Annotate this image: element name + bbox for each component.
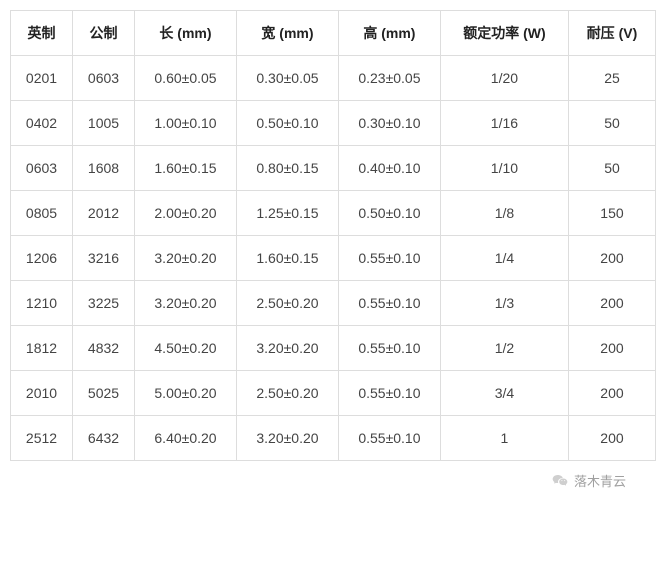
table-cell: 150 [568,191,655,236]
table-cell: 0.55±0.10 [338,416,440,461]
table-cell: 1/16 [440,101,568,146]
wechat-icon [552,473,568,489]
col-header-width: 宽 (mm) [236,11,338,56]
table-cell: 0.30±0.10 [338,101,440,146]
table-row: 181248324.50±0.203.20±0.200.55±0.101/220… [11,326,656,371]
table-cell: 2.50±0.20 [236,371,338,416]
table-row: 201050255.00±0.202.50±0.200.55±0.103/420… [11,371,656,416]
table-cell: 1/8 [440,191,568,236]
table-cell: 0.55±0.10 [338,326,440,371]
table-cell: 1210 [11,281,73,326]
table-cell: 1812 [11,326,73,371]
table-head: 英制 公制 长 (mm) 宽 (mm) 高 (mm) 额定功率 (W) 耐压 (… [11,11,656,56]
table-cell: 0.55±0.10 [338,281,440,326]
header-row: 英制 公制 长 (mm) 宽 (mm) 高 (mm) 额定功率 (W) 耐压 (… [11,11,656,56]
table-cell: 5025 [73,371,135,416]
table-cell: 0402 [11,101,73,146]
footer: 落木青云 [10,471,656,490]
table-row: 020106030.60±0.050.30±0.050.23±0.051/202… [11,56,656,101]
table-cell: 0.23±0.05 [338,56,440,101]
table-cell: 1/10 [440,146,568,191]
table-cell: 2.50±0.20 [236,281,338,326]
table-cell: 200 [568,281,655,326]
table-cell: 200 [568,371,655,416]
table-cell: 1.60±0.15 [236,236,338,281]
table-cell: 0.55±0.10 [338,371,440,416]
table-cell: 4832 [73,326,135,371]
table-cell: 1206 [11,236,73,281]
table-cell: 1/4 [440,236,568,281]
col-header-length: 长 (mm) [135,11,237,56]
table-row: 120632163.20±0.201.60±0.150.55±0.101/420… [11,236,656,281]
table-cell: 200 [568,416,655,461]
table-row: 251264326.40±0.203.20±0.200.55±0.101200 [11,416,656,461]
table-cell: 3216 [73,236,135,281]
table-cell: 4.50±0.20 [135,326,237,371]
table-row: 060316081.60±0.150.80±0.150.40±0.101/105… [11,146,656,191]
table-cell: 2010 [11,371,73,416]
table-cell: 1.00±0.10 [135,101,237,146]
table-cell: 1608 [73,146,135,191]
footer-text: 落木青云 [574,471,626,490]
table-container: 英制 公制 长 (mm) 宽 (mm) 高 (mm) 额定功率 (W) 耐压 (… [10,10,656,461]
table-cell: 0.80±0.15 [236,146,338,191]
table-cell: 1.25±0.15 [236,191,338,236]
table-cell: 6.40±0.20 [135,416,237,461]
table-cell: 3225 [73,281,135,326]
table-cell: 3.20±0.20 [236,416,338,461]
table-cell: 3.20±0.20 [135,281,237,326]
table-cell: 2512 [11,416,73,461]
table-row: 121032253.20±0.202.50±0.200.55±0.101/320… [11,281,656,326]
table-cell: 2.00±0.20 [135,191,237,236]
table-cell: 0.55±0.10 [338,236,440,281]
col-header-metric: 公制 [73,11,135,56]
col-header-imperial: 英制 [11,11,73,56]
table-cell: 0201 [11,56,73,101]
spec-table: 英制 公制 长 (mm) 宽 (mm) 高 (mm) 额定功率 (W) 耐压 (… [10,10,656,461]
table-cell: 1/20 [440,56,568,101]
table-cell: 200 [568,326,655,371]
table-cell: 0603 [11,146,73,191]
table-cell: 1005 [73,101,135,146]
table-cell: 1/2 [440,326,568,371]
table-cell: 25 [568,56,655,101]
table-cell: 0.50±0.10 [338,191,440,236]
col-header-height: 高 (mm) [338,11,440,56]
table-row: 080520122.00±0.201.25±0.150.50±0.101/815… [11,191,656,236]
col-header-power: 额定功率 (W) [440,11,568,56]
col-header-voltage: 耐压 (V) [568,11,655,56]
table-cell: 6432 [73,416,135,461]
table-cell: 0.60±0.05 [135,56,237,101]
table-cell: 0.50±0.10 [236,101,338,146]
table-body: 020106030.60±0.050.30±0.050.23±0.051/202… [11,56,656,461]
table-cell: 0603 [73,56,135,101]
table-cell: 1/3 [440,281,568,326]
table-cell: 2012 [73,191,135,236]
table-cell: 0.40±0.10 [338,146,440,191]
table-cell: 3.20±0.20 [135,236,237,281]
table-row: 040210051.00±0.100.50±0.100.30±0.101/165… [11,101,656,146]
table-cell: 5.00±0.20 [135,371,237,416]
table-cell: 50 [568,146,655,191]
table-cell: 1 [440,416,568,461]
table-cell: 3.20±0.20 [236,326,338,371]
table-cell: 0805 [11,191,73,236]
table-cell: 3/4 [440,371,568,416]
table-cell: 50 [568,101,655,146]
table-cell: 200 [568,236,655,281]
table-cell: 1.60±0.15 [135,146,237,191]
table-cell: 0.30±0.05 [236,56,338,101]
